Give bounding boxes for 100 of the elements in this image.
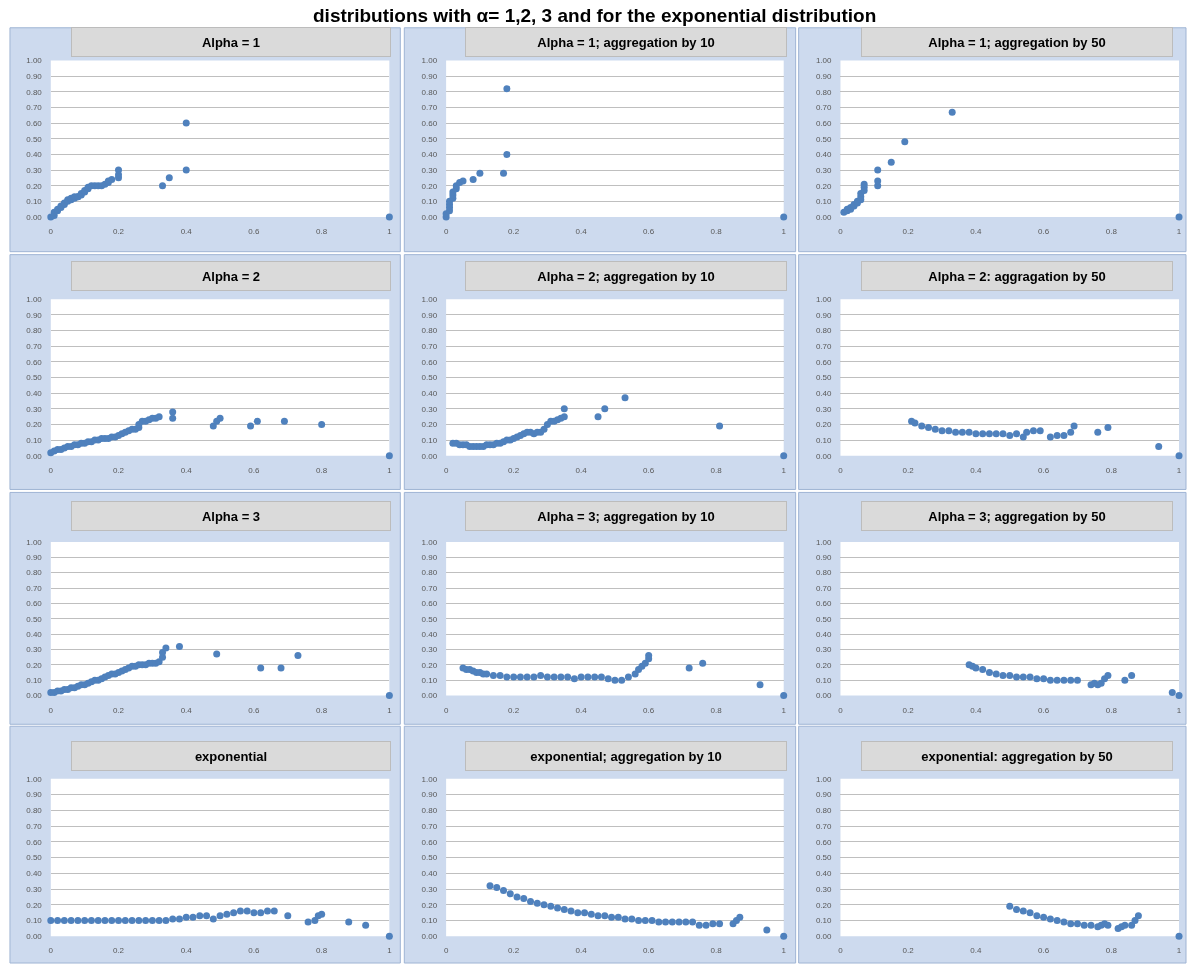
y-tick-label: 0.30 (815, 165, 833, 175)
y-tick-label: 1.00 (815, 537, 833, 547)
x-tick-label: 0.2 (112, 227, 125, 237)
x-tick-label: 0.6 (643, 227, 655, 237)
x-tick-label: 0.8 (1105, 946, 1118, 956)
chart-title: Alpha = 2: aggragation by 50 (928, 268, 1106, 284)
y-tick-label: 0.60 (26, 357, 43, 367)
y-tick-label: 0.60 (815, 357, 833, 367)
chart-title: Alpha = 1; aggregation by 50 (928, 34, 1106, 50)
y-tick-label: 0.10 (421, 197, 438, 207)
y-tick-label: 0.60 (421, 118, 438, 128)
x-tick-label: 0.8 (316, 946, 328, 956)
x-tick-label: 0.4 (180, 946, 193, 956)
y-tick-label: 0.60 (815, 599, 833, 609)
y-tick-label: 0.60 (421, 599, 438, 609)
y-tick-label: 0.70 (815, 821, 833, 831)
y-tick-label: 0.20 (815, 420, 833, 430)
y-tick-label: 0.10 (421, 435, 438, 445)
y-tick-label: 0.90 (815, 790, 833, 800)
y-tick-label: 0.50 (26, 134, 43, 144)
y-tick-label: 0.90 (26, 71, 43, 81)
y-tick-label: 0.10 (421, 675, 438, 685)
y-tick-label: 0.70 (421, 103, 438, 113)
x-tick-label: 0.6 (1038, 946, 1050, 956)
y-tick-label: 0.10 (815, 435, 833, 445)
y-tick-label: 0.00 (421, 212, 438, 222)
y-tick-label: 0.80 (421, 568, 438, 578)
x-tick-label: 0.2 (508, 946, 520, 956)
y-tick-label: 0.10 (26, 435, 43, 445)
y-tick-label: 0.50 (26, 373, 43, 383)
y-tick-label: 0.60 (421, 357, 438, 367)
x-tick-label: 0.4 (970, 465, 982, 475)
x-tick-label: 0.6 (1038, 465, 1050, 475)
y-tick-label: 0.70 (421, 583, 438, 593)
x-tick-label: 0.2 (902, 465, 915, 475)
y-tick-label: 0.40 (815, 629, 833, 639)
x-tick-label: 1 (1176, 705, 1182, 715)
x-tick-label: 0.8 (710, 465, 723, 475)
y-tick-label: 0.30 (421, 884, 438, 894)
x-tick-label: 0.2 (112, 465, 125, 475)
y-tick-label: 0.40 (815, 150, 833, 160)
x-tick-label: 0.8 (316, 227, 328, 237)
x-tick-label: 1 (387, 465, 393, 475)
y-tick-label: 0.40 (26, 629, 43, 639)
y-tick-label: 0.50 (815, 373, 833, 383)
y-tick-label: 0.00 (26, 932, 43, 942)
y-tick-label: 0.30 (421, 645, 438, 655)
x-tick-label: 0 (443, 946, 449, 956)
y-tick-label: 0.10 (26, 675, 43, 685)
y-tick-label: 0.90 (421, 553, 438, 563)
x-tick-label: 0.2 (508, 705, 520, 715)
x-tick-label: 0.6 (248, 227, 261, 237)
y-tick-label: 0.20 (815, 660, 833, 670)
y-tick-label: 1.00 (815, 774, 833, 784)
x-tick-label: 1 (387, 946, 393, 956)
y-tick-label: 0.10 (26, 197, 43, 207)
y-tick-label: 0.80 (421, 326, 438, 336)
chart-title: Alpha = 2 (201, 268, 261, 284)
y-tick-label: 0.50 (421, 614, 438, 624)
y-tick-label: 0.10 (815, 197, 833, 207)
x-tick-label: 0.6 (1038, 705, 1050, 715)
y-tick-label: 0.40 (815, 869, 833, 879)
y-tick-label: 0.00 (815, 212, 833, 222)
y-tick-label: 0.20 (26, 900, 43, 910)
y-tick-label: 0.90 (421, 790, 438, 800)
x-tick-label: 0.8 (710, 227, 723, 237)
chart-title: exponential (194, 748, 268, 764)
y-tick-label: 0.90 (421, 310, 438, 320)
y-tick-label: 1.00 (26, 295, 43, 305)
y-tick-label: 0.90 (815, 310, 833, 320)
x-tick-label: 1 (1176, 465, 1182, 475)
x-tick-label: 0.6 (643, 465, 655, 475)
y-tick-label: 0.50 (815, 134, 833, 144)
x-tick-label: 0 (48, 227, 54, 237)
x-tick-label: 0.8 (1105, 465, 1118, 475)
y-tick-label: 0.70 (815, 342, 833, 351)
y-tick-label: 0.80 (26, 806, 43, 816)
y-tick-label: 1.00 (26, 774, 43, 784)
y-tick-label: 0.50 (421, 853, 438, 863)
y-tick-label: 0.40 (26, 388, 43, 398)
y-tick-label: 0.50 (421, 134, 438, 144)
y-tick-label: 0.70 (815, 583, 833, 593)
x-tick-label: 0.6 (1038, 227, 1050, 237)
y-tick-label: 0.30 (26, 165, 43, 175)
y-tick-label: 0.90 (421, 71, 438, 81)
y-tick-label: 0.90 (26, 310, 43, 320)
x-tick-label: 0 (443, 465, 449, 475)
y-tick-label: 0.30 (26, 884, 43, 894)
y-tick-label: 0.30 (421, 404, 438, 414)
x-tick-label: 0 (48, 705, 54, 715)
x-tick-label: 1 (781, 227, 787, 237)
y-tick-label: 0.50 (421, 373, 438, 383)
x-tick-label: 0.8 (710, 705, 723, 715)
chart-title: Alpha = 3; aggregation by 50 (928, 508, 1106, 524)
y-tick-label: 1.00 (26, 537, 43, 547)
y-tick-label: 0.80 (815, 568, 833, 578)
y-tick-label: 0.10 (421, 916, 438, 926)
chart-title: exponential; aggregation by 10 (530, 748, 722, 764)
y-tick-label: 0.60 (26, 118, 43, 128)
chart-title: exponential: aggregation by 50 (921, 748, 1113, 764)
